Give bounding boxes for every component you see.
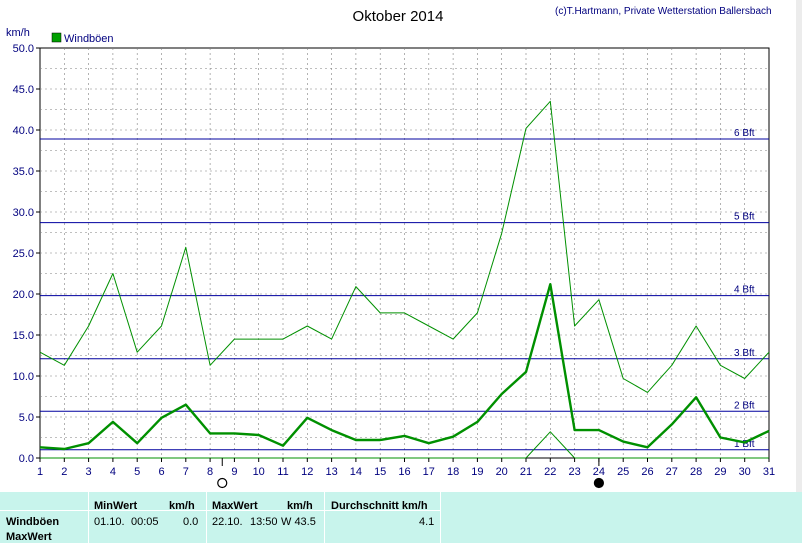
y-tick-label: 25.0 — [13, 248, 34, 260]
stats-divider — [206, 492, 207, 543]
chart-title: Oktober 2014 — [353, 8, 444, 25]
legend: Windböen — [51, 32, 114, 45]
y-tick-label: 40.0 — [13, 125, 34, 137]
x-tick-label: 31 — [763, 466, 775, 478]
x-tick-label: 30 — [739, 466, 751, 478]
beaufort-label: 2 Bft — [734, 400, 755, 411]
stats-header-max: MaxWert — [212, 500, 258, 512]
stats-divider — [440, 492, 441, 543]
y-unit-label: km/h — [6, 27, 30, 39]
legend-label: Windböen — [64, 33, 114, 45]
x-tick-label: 7 — [183, 466, 189, 478]
x-tick-label: 14 — [350, 466, 362, 478]
beaufort-label: 6 Bft — [734, 128, 755, 139]
stats-header-min-unit: km/h — [169, 500, 195, 512]
x-tick-label: 5 — [134, 466, 140, 478]
y-tick-label: 30.0 — [13, 207, 34, 219]
moon-phases — [217, 458, 605, 489]
x-tick-label: 1 — [37, 466, 43, 478]
x-tick-label: 21 — [520, 466, 532, 478]
beaufort-label: 1 Bft — [734, 439, 755, 450]
wind-chart: Oktober 2014 (c)T.Hartmann, Private Wett… — [6, 0, 802, 492]
x-tick-label: 3 — [86, 466, 92, 478]
y-tick-label: 5.0 — [19, 412, 34, 424]
beaufort-label: 5 Bft — [734, 212, 755, 223]
full-moon-icon — [217, 477, 228, 489]
stats-row-label: Windböen — [6, 516, 60, 528]
stats-max-date: 22.10. — [212, 516, 243, 528]
series-line-max — [39, 100, 770, 393]
x-tick-label: 24 — [593, 466, 605, 478]
x-tick-label: 29 — [714, 466, 726, 478]
stats-divider — [324, 492, 325, 543]
y-tick-label: 50.0 — [13, 43, 34, 55]
stats-divider — [88, 492, 89, 543]
stats-avg-value: 4.1 — [419, 516, 435, 528]
y-tick-label: 10.0 — [13, 371, 34, 383]
stats-min-date: 01.10. — [94, 516, 125, 528]
stats-row-divider — [0, 510, 440, 511]
x-tick-label: 9 — [231, 466, 237, 478]
x-tick-label: 18 — [447, 466, 459, 478]
x-tick-label: 23 — [568, 466, 580, 478]
x-tick-label: 20 — [496, 466, 508, 478]
x-tick-label: 25 — [617, 466, 629, 478]
right-scroll-edge — [796, 0, 802, 492]
x-tick-label: 12 — [301, 466, 313, 478]
stats-max-value: W 43.5 — [281, 516, 316, 528]
x-tick-label: 28 — [690, 466, 702, 478]
stats-max-time: 13:50 — [250, 516, 278, 528]
x-tick-label: 16 — [398, 466, 410, 478]
y-tick-label: 45.0 — [13, 84, 34, 96]
series-line-mean — [39, 283, 770, 451]
x-tick-label: 15 — [374, 466, 386, 478]
x-tick-label: 26 — [641, 466, 653, 478]
grid — [40, 48, 769, 458]
x-tick-label: 8 — [207, 466, 213, 478]
x-tick-label: 10 — [253, 466, 265, 478]
stats-min-value: 0.0 — [183, 516, 199, 528]
y-tick-label: 0.0 — [19, 453, 34, 465]
x-tick-label: 13 — [325, 466, 337, 478]
x-tick-label: 6 — [158, 466, 164, 478]
legend-swatch — [51, 32, 62, 43]
x-tick-label: 22 — [544, 466, 556, 478]
new-moon-icon — [593, 477, 605, 489]
x-tick-label: 4 — [110, 466, 116, 478]
copyright-text: (c)T.Hartmann, Private Wetterstation Bal… — [555, 6, 772, 17]
x-tick-label: 27 — [666, 466, 678, 478]
stats-header-avg: Durchschnitt km/h — [331, 500, 428, 512]
y-tick-label: 15.0 — [13, 330, 34, 342]
stats-header-min: MinWert — [94, 500, 138, 512]
beaufort-label: 3 Bft — [734, 348, 755, 359]
stats-min-time: 00:05 — [131, 516, 159, 528]
stats-header-max-unit: km/h — [287, 500, 313, 512]
y-tick-label: 35.0 — [13, 166, 34, 178]
y-tick-label: 20.0 — [13, 289, 34, 301]
x-tick-label: 11 — [277, 466, 288, 478]
x-tick-label: 2 — [61, 466, 67, 478]
x-tick-label: 19 — [471, 466, 483, 478]
stats-row-label: MaxWert — [6, 531, 52, 543]
beaufort-lines: 1 Bft 2 Bft 3 Bft 4 Bft 5 Bft 6 Bft — [40, 128, 769, 451]
beaufort-label: 4 Bft — [734, 285, 755, 296]
stats-panel: MinWert km/h MaxWert km/h Durchschnitt k… — [0, 492, 802, 543]
axes: 0.0 5.0 10.0 15.0 20.0 25.0 30.0 35.0 40.0 45.0 50… — [13, 43, 776, 478]
x-tick-label: 17 — [423, 466, 435, 478]
